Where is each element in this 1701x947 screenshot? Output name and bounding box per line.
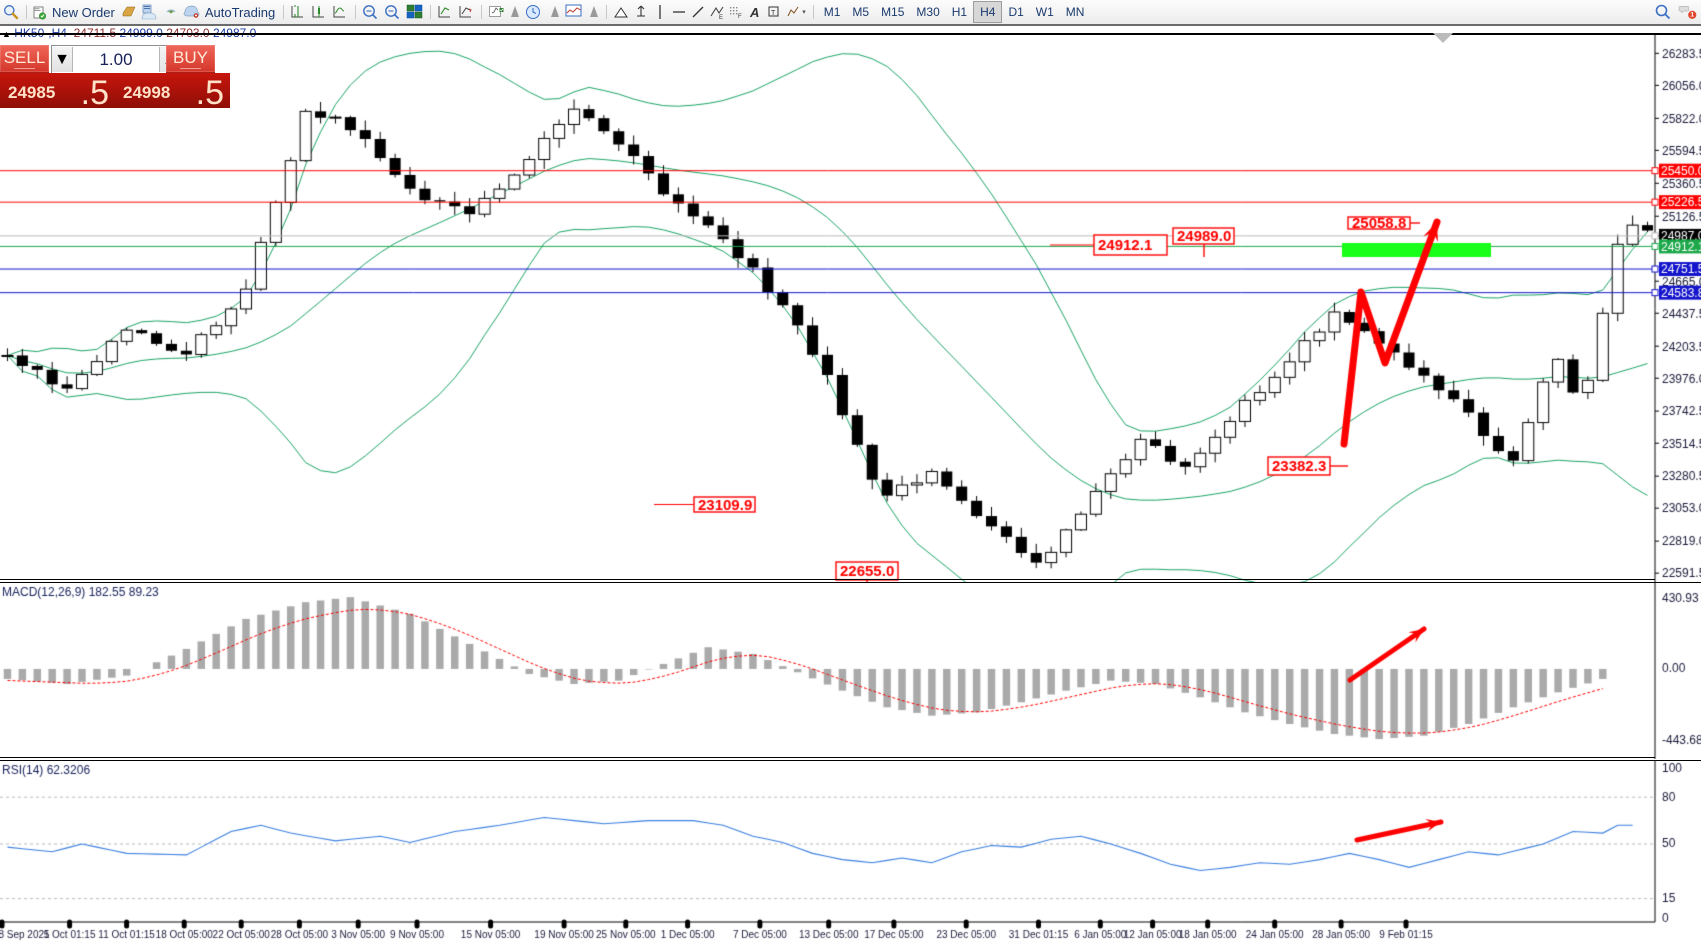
svg-text:E: E (719, 15, 723, 20)
svg-text:1: 1 (1690, 11, 1694, 18)
svg-text:T: T (771, 10, 776, 17)
svg-text:F: F (738, 14, 742, 20)
